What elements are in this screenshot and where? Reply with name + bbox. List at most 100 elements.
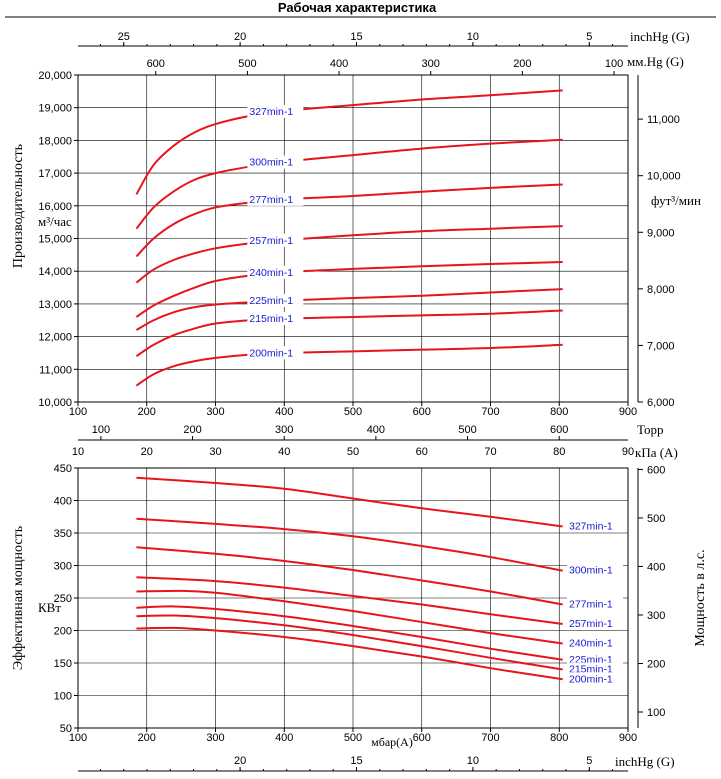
y-tick-label: 350: [54, 528, 72, 540]
bottom-inchhg-tick-label: 15: [350, 755, 362, 767]
y-tick-label: 13,000: [38, 299, 72, 311]
x-tick-label: 400: [275, 732, 293, 744]
torr-tick-label: 600: [550, 424, 568, 436]
inchhg-tick-label: 20: [234, 31, 246, 43]
series-line-240min-1: [135, 261, 563, 318]
chart-title: Рабочая характеристика: [278, 0, 437, 15]
series-label-bg: [247, 265, 304, 279]
series-label-257min-1: 257min-1: [569, 618, 613, 630]
capacity-y2unit: фут³/мин: [651, 193, 701, 208]
x-tick-label: 300: [206, 732, 224, 744]
y-tick-label: 10,000: [38, 397, 72, 409]
top-aux-axes: 25 20 15 10 5 inchHg (G) 600 500 400 300 200 100 мм.…: [11, 29, 701, 268]
series-line-200min-1: [135, 343, 563, 387]
series-label-300min-1: 300min-1: [569, 565, 613, 577]
kpa-axis-label: кПа (A): [635, 445, 678, 460]
series-label-bg: [567, 563, 623, 577]
capacity-ylabel: Производительность: [11, 144, 26, 268]
x-tick-label: 700: [481, 732, 499, 744]
torr-axis-label: Торр: [637, 422, 663, 437]
series-label-bg: [567, 672, 623, 686]
kpa-tick-label: 70: [484, 446, 496, 458]
y2-tick-label: 500: [647, 513, 665, 525]
bottom-inchhg-axis-label: inchHg (G): [615, 754, 675, 769]
y-tick-label: 11,000: [39, 364, 72, 376]
inchhg-tick-label: 25: [118, 31, 130, 43]
series-label-bg: [247, 104, 304, 118]
x-tick-label: 900: [619, 406, 637, 418]
bottom-inchhg-tick-label: 5: [586, 755, 592, 767]
bottom-inchhg-tick-label: 20: [234, 755, 246, 767]
series-line-200min-1: [136, 626, 563, 681]
x-tick-label: 900: [619, 732, 637, 744]
series-label-bg: [247, 346, 304, 360]
y-tick-label: 20,000: [38, 70, 72, 82]
y-tick-label: 400: [54, 496, 72, 508]
series-label-277min-1: 277min-1: [249, 194, 293, 206]
y2-tick-label: 8,000: [647, 284, 675, 296]
kpa-tick-label: 30: [209, 446, 221, 458]
series-label-bg: [567, 636, 623, 650]
y-tick-label: 15,000: [38, 234, 72, 246]
x-tick-label: 600: [413, 732, 431, 744]
mmhg-tick-label: 100: [605, 58, 623, 70]
bottom-inchhg-tick-label: 10: [467, 755, 479, 767]
series-line-215min-1: [136, 614, 563, 671]
y2-tick-label: 600: [647, 464, 665, 476]
mmhg-tick-label: 400: [330, 58, 348, 70]
y2-tick-label: 300: [647, 610, 665, 622]
x-tick-label: 200: [138, 406, 156, 418]
kpa-tick-label: 10: [72, 446, 84, 458]
mmhg-tick-label: 300: [422, 58, 440, 70]
series-label-240min-1: 240min-1: [569, 638, 613, 650]
x-tick-label: 200: [138, 732, 156, 744]
series-line-257min-1: [135, 225, 563, 284]
series-label-bg: [567, 519, 623, 533]
power-yunit: КВт: [38, 600, 61, 615]
y-tick-label: 18,000: [38, 135, 72, 147]
series-label-bg: [567, 617, 623, 630]
y-tick-label: 150: [54, 658, 72, 670]
kpa-tick-label: 20: [141, 446, 153, 458]
panel-capacity: 10,000 11,000 12,000 13,000 14,000 15,000 16,0…: [38, 70, 680, 418]
series-label-225min-1: 225min-1: [249, 295, 293, 307]
series-line-215min-1: [135, 309, 563, 358]
series-label-327min-1: 327min-1: [249, 106, 293, 118]
series-line-327min-1: [136, 476, 563, 528]
torr-tick-label: 500: [458, 424, 476, 436]
y-tick-label: 100: [54, 691, 72, 703]
y-tick-label: 300: [54, 561, 72, 573]
torr-tick-label: 100: [92, 424, 110, 436]
power-ylabel: Эффективная мощность: [11, 526, 26, 670]
series-label-215min-1: 215min-1: [249, 313, 293, 325]
mmhg-axis-label: мм.Hg (G): [627, 54, 684, 69]
power-y2label: Мощность в л.с.: [693, 549, 708, 646]
series-label-bg: [247, 233, 304, 247]
y2-tick-label: 11,000: [647, 114, 680, 126]
inchhg-tick-label: 10: [467, 31, 479, 43]
series-label-200min-1: 200min-1: [249, 347, 293, 359]
series-label-bg: [567, 597, 623, 611]
series-label-bg: [247, 311, 304, 325]
plot-frame: [77, 467, 629, 729]
series-label-240min-1: 240min-1: [249, 267, 293, 279]
torr-tick-label: 300: [275, 424, 293, 436]
series-line-225min-1: [135, 288, 563, 331]
x-tick-label: 500: [344, 406, 362, 418]
series-line-240min-1: [136, 589, 563, 645]
bottom-aux-axes: 100 200 300 400 500 600 Торр 10 20 30 40 50 60 70 80 90…: [11, 422, 708, 772]
kpa-tick-label: 60: [416, 446, 428, 458]
kpa-tick-label: 90: [622, 446, 634, 458]
y-tick-label: 50: [60, 723, 72, 735]
x-tick-label: 400: [275, 406, 293, 418]
y2-tick-label: 10,000: [647, 171, 681, 183]
y-tick-label: 12,000: [38, 332, 72, 344]
inchhg-axis-label: inchHg (G): [630, 29, 690, 44]
x-tick-label: 600: [413, 406, 431, 418]
y2-tick-label: 6,000: [647, 397, 675, 409]
series-line-257min-1: [136, 576, 563, 625]
mmhg-tick-label: 600: [147, 58, 165, 70]
series-label-bg: [247, 293, 304, 307]
series-label-277min-1: 277min-1: [569, 599, 613, 611]
